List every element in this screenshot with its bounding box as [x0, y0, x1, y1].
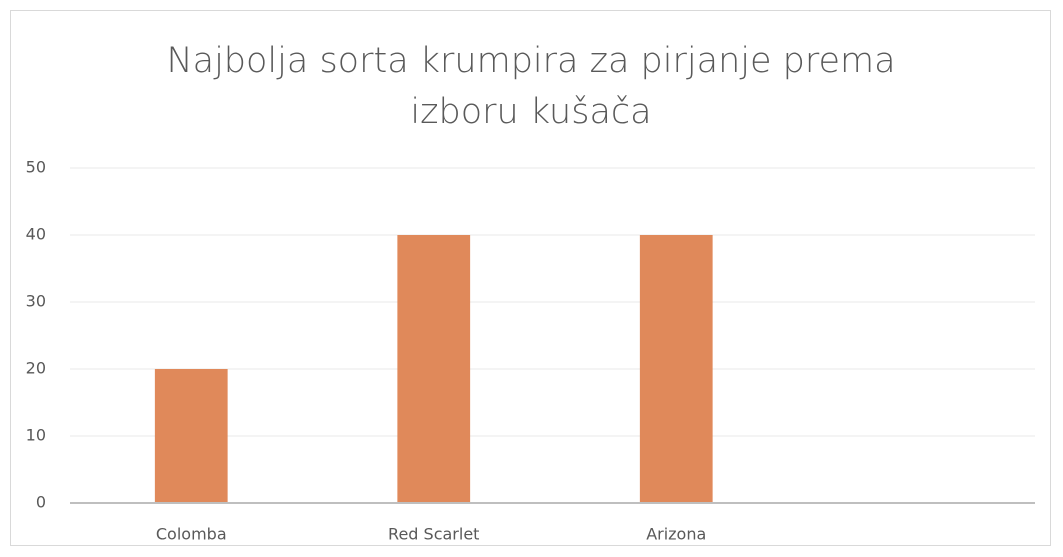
y-tick-label: 50 [26, 158, 46, 177]
x-tick-label: Red Scarlet [388, 525, 479, 544]
chart-border [10, 10, 1051, 546]
x-tick-label: Arizona [646, 525, 706, 544]
bar [154, 369, 228, 503]
chart-title: Najbolja sorta krumpira za pirjanje prem… [166, 41, 896, 132]
bar [639, 235, 713, 503]
y-tick-label: 40 [26, 225, 46, 244]
y-tick-label: 20 [26, 359, 46, 378]
x-tick-label: Colomba [156, 525, 227, 544]
y-tick-label: 30 [26, 292, 46, 311]
bar [397, 235, 471, 503]
y-tick-label: 0 [36, 493, 46, 512]
y-tick-label: 10 [26, 426, 46, 445]
